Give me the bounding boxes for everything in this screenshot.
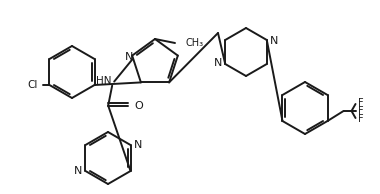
Text: Cl: Cl [27, 80, 38, 90]
Text: CH₃: CH₃ [185, 38, 203, 48]
Text: N: N [133, 140, 142, 150]
Text: N: N [214, 58, 222, 68]
Text: F: F [358, 114, 363, 124]
Text: N: N [125, 52, 133, 61]
Text: F: F [358, 98, 363, 108]
Text: O: O [134, 100, 143, 111]
Text: N: N [74, 166, 82, 176]
Text: F: F [358, 106, 363, 116]
Text: N: N [270, 36, 278, 46]
Text: HN: HN [96, 76, 111, 86]
